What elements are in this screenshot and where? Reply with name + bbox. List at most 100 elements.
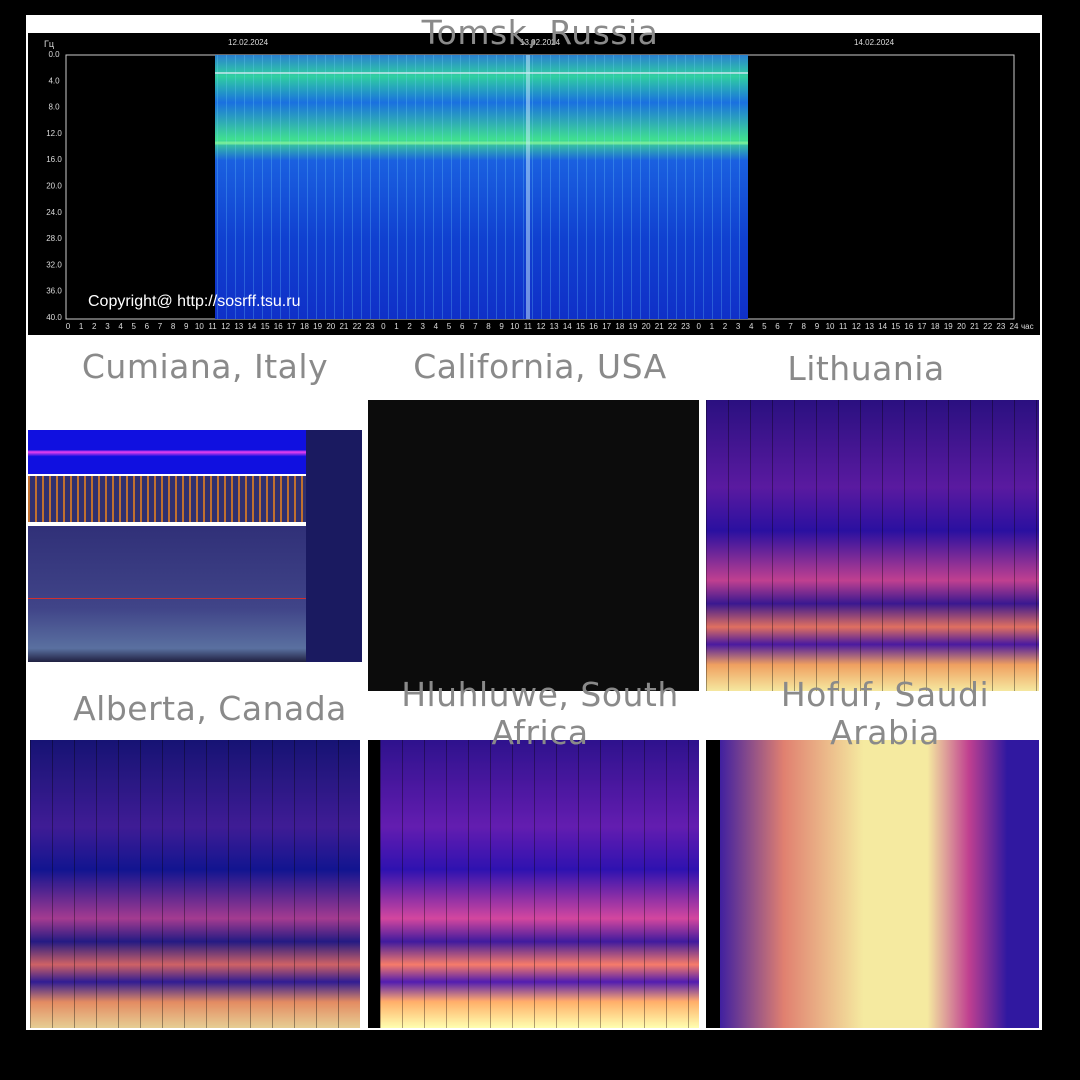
x-tick-label: 0	[696, 322, 701, 331]
x-tick-label: 4	[749, 322, 754, 331]
x-tick-label: 6	[775, 322, 780, 331]
x-tick-label: 19	[944, 322, 953, 331]
x-tick-label: 18	[931, 322, 940, 331]
x-tick-label: 11	[839, 322, 848, 331]
x-tick-label: 9	[499, 322, 504, 331]
x-tick-label: 18	[300, 322, 309, 331]
x-tick-label: 8	[802, 322, 807, 331]
x-tick-label: 3	[421, 322, 426, 331]
x-tick-label: 10	[510, 322, 519, 331]
x-tick-label: 10	[195, 322, 204, 331]
x-tick-label: 14	[878, 322, 887, 331]
x-tick-label: 22	[353, 322, 362, 331]
x-tick-label: 2	[407, 322, 412, 331]
cumiana-spectrogram	[28, 430, 362, 662]
y-tick-label: 20.0	[46, 182, 62, 191]
x-tick-label: 22	[983, 322, 992, 331]
x-tick-label: 15	[576, 322, 585, 331]
x-tick-label: 16	[589, 322, 598, 331]
x-tick-label: 17	[602, 322, 611, 331]
x-tick-label: 21	[339, 322, 348, 331]
x-tick-label: 7	[473, 322, 478, 331]
x-unit: час	[1021, 322, 1034, 331]
california-image	[368, 400, 699, 691]
y-tick-label: 40.0	[46, 313, 62, 322]
x-tick-label: 12	[221, 322, 230, 331]
x-tick-label: 15	[891, 322, 900, 331]
x-tick-label: 5	[762, 322, 767, 331]
panel-title: Tomsk, Russia	[421, 13, 659, 52]
x-tick-label: 19	[629, 322, 638, 331]
x-tick-label: 13	[234, 322, 243, 331]
x-tick-label: 16	[904, 322, 913, 331]
y-tick-label: 0.0	[48, 50, 60, 59]
x-tick-label: 9	[184, 322, 189, 331]
x-tick-label: 8	[171, 322, 176, 331]
panel-title: California, USA	[413, 347, 667, 386]
x-tick-label: 20	[642, 322, 651, 331]
x-tick-label: 4	[118, 322, 123, 331]
x-tick-label: 23	[366, 322, 375, 331]
x-tick-label: 1	[394, 322, 399, 331]
x-tick-label: 14	[247, 322, 256, 331]
x-tick-label: 13	[550, 322, 559, 331]
x-tick-label: 16	[274, 322, 283, 331]
x-tick-label: 17	[287, 322, 296, 331]
x-tick-label: 23	[681, 322, 690, 331]
y-tick-label: 28.0	[46, 234, 62, 243]
x-tick-label: 6	[145, 322, 150, 331]
x-tick-label: 15	[261, 322, 270, 331]
panel-title: Hluhluwe, South Africa	[401, 675, 679, 752]
hluhluwe-spectrogram	[368, 740, 699, 1028]
x-tick-label: 12	[852, 322, 861, 331]
x-tick-label: 8	[486, 322, 491, 331]
date-label: 12.02.2024	[228, 38, 269, 47]
x-tick-label: 17	[918, 322, 927, 331]
x-tick-label: 4	[434, 322, 439, 331]
x-tick-label: 0	[66, 322, 71, 331]
x-tick-label: 3	[105, 322, 110, 331]
x-tick-label: 22	[668, 322, 677, 331]
x-tick-label: 2	[723, 322, 728, 331]
panel-title: Hofuf, Saudi Arabia	[780, 675, 990, 752]
x-tick-label: 24	[1010, 322, 1019, 331]
x-tick-label: 0	[381, 322, 386, 331]
x-tick-label: 23	[996, 322, 1005, 331]
x-tick-label: 1	[710, 322, 715, 331]
x-tick-label: 11	[208, 322, 217, 331]
x-tick-label: 6	[460, 322, 465, 331]
x-tick-label: 14	[563, 322, 572, 331]
x-tick-label: 20	[957, 322, 966, 331]
lithuania-spectrogram	[706, 400, 1039, 691]
x-tick-label: 7	[788, 322, 793, 331]
x-tick-label: 5	[447, 322, 452, 331]
y-tick-label: 32.0	[46, 260, 62, 269]
panel-title: Alberta, Canada	[73, 689, 347, 728]
y-tick-label: 12.0	[46, 129, 62, 138]
x-tick-label: 7	[158, 322, 163, 331]
x-tick-label: 10	[826, 322, 835, 331]
x-tick-label: 20	[326, 322, 335, 331]
y-tick-label: 36.0	[46, 287, 62, 296]
y-tick-label: 8.0	[48, 103, 60, 112]
x-tick-label: 9	[815, 322, 820, 331]
y-tick-label: 16.0	[46, 155, 62, 164]
x-tick-label: 21	[970, 322, 979, 331]
x-tick-label: 1	[79, 322, 84, 331]
x-tick-label: 2	[92, 322, 97, 331]
x-tick-label: 3	[736, 322, 741, 331]
x-tick-label: 12	[537, 322, 546, 331]
tomsk-spectrogram: Гц 12.02.2024 13.02.2024 14.02.2024 0.0 4.0 8.…	[28, 33, 1040, 335]
y-tick-label: 4.0	[48, 76, 60, 85]
panel-title: Cumiana, Italy	[81, 347, 329, 386]
y-tick-label: 24.0	[46, 208, 62, 217]
copyright: Copyright@ http://sosrff.tsu.ru	[88, 293, 300, 310]
x-tick-label: 5	[131, 322, 136, 331]
alberta-spectrogram	[30, 740, 360, 1028]
x-tick-label: 11	[524, 322, 533, 331]
x-tick-label: 19	[313, 322, 322, 331]
panel-title: Lithuania	[787, 349, 945, 388]
x-tick-label: 18	[615, 322, 624, 331]
date-label: 13.02.2024	[520, 38, 561, 47]
